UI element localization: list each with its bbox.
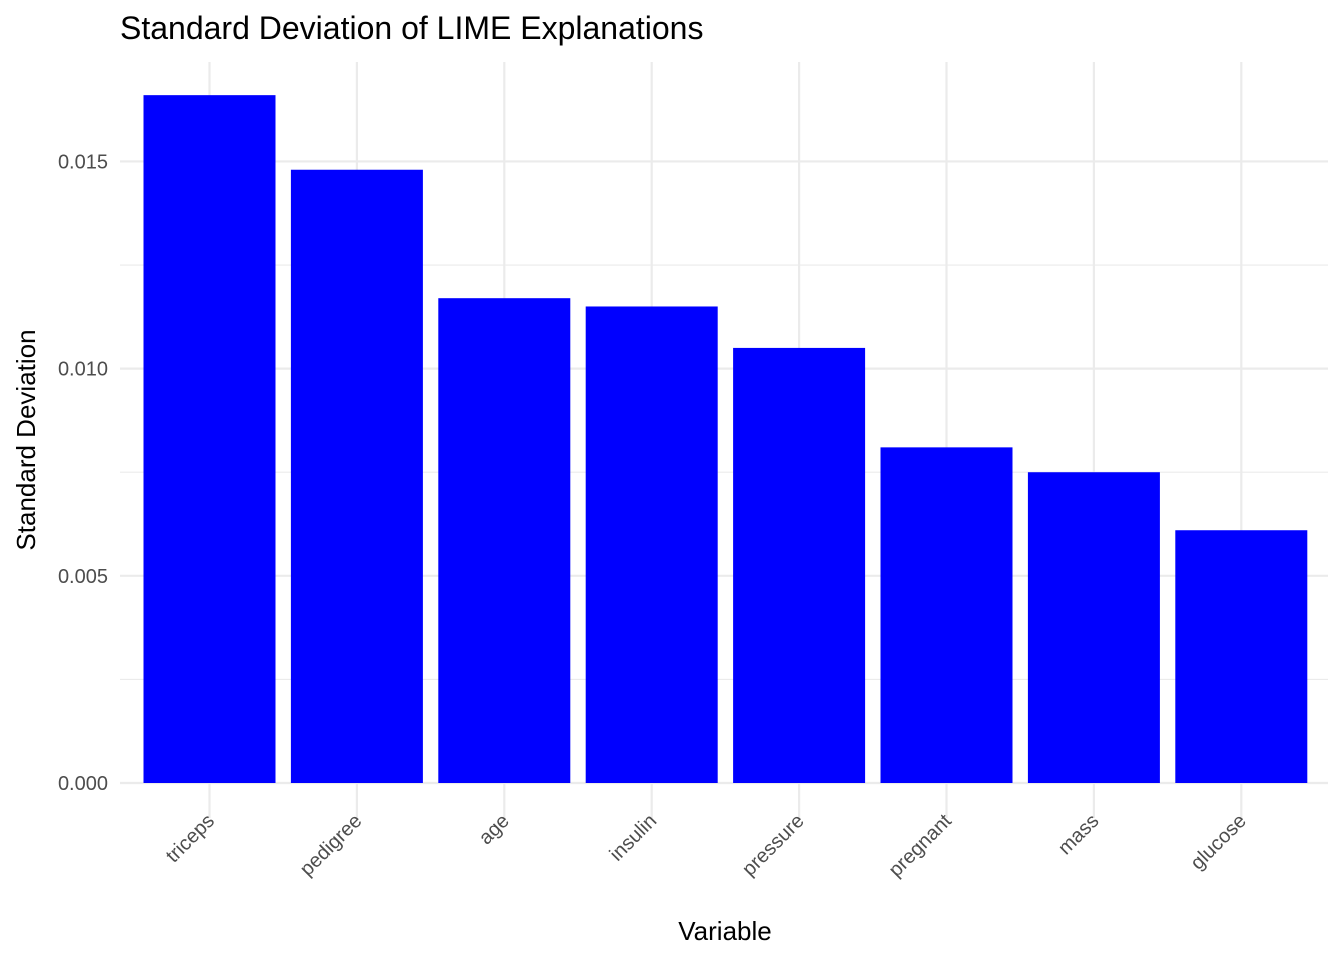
bar-mass [1027, 472, 1160, 783]
x-tick-label: pressure [738, 810, 809, 881]
y-tick-label: 0.000 [58, 773, 108, 795]
y-tick-labels: 0.000 0.005 0.010 0.015 [58, 151, 108, 795]
bar-triceps [143, 95, 276, 784]
x-tick-label: mass [1054, 810, 1103, 859]
bars-layer [143, 95, 1308, 784]
x-tick-label: triceps [162, 810, 219, 867]
bar-pregnant [880, 447, 1013, 783]
x-tick-label: insulin [606, 810, 662, 866]
x-tick-label: age [475, 810, 514, 849]
x-tick-label: pregnant [885, 810, 957, 882]
x-tick-label: glucose [1187, 810, 1251, 874]
bar-insulin [585, 306, 718, 783]
y-axis-title: Standard Deviation [11, 329, 41, 550]
bar-pressure [733, 347, 866, 783]
bar-age [438, 298, 571, 783]
y-tick-label: 0.005 [58, 566, 108, 588]
y-tick-label: 0.015 [58, 151, 108, 173]
chart-title: Standard Deviation of LIME Explanations [120, 10, 703, 46]
x-tick-label: pedigree [296, 810, 367, 881]
bar-pedigree [290, 169, 423, 784]
bar-glucose [1175, 530, 1308, 783]
y-tick-label: 0.010 [58, 359, 108, 381]
x-axis-title: Variable [678, 916, 771, 946]
x-tick-labels: triceps pedigree age insulin pressure pregnan… [162, 810, 1251, 882]
